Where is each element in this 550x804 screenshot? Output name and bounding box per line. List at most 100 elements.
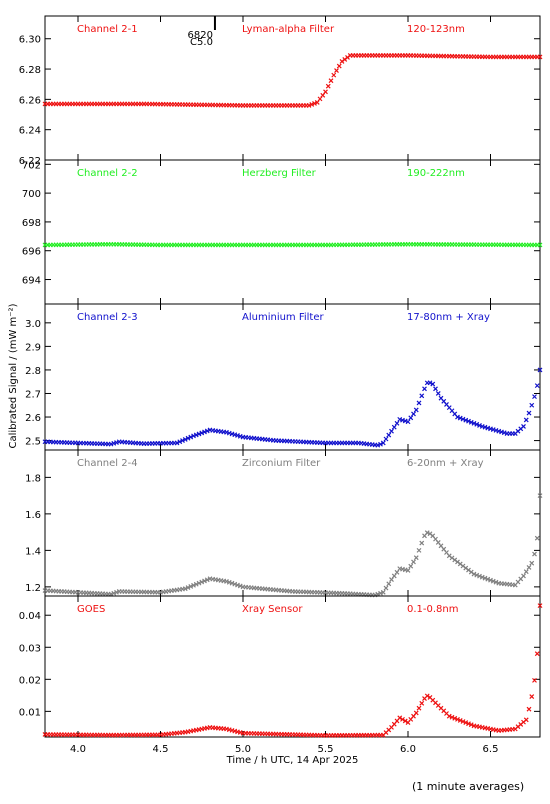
data-point	[380, 589, 386, 595]
panel-label: Channel 2-4	[77, 458, 138, 469]
data-point	[174, 440, 180, 446]
data-point	[185, 435, 191, 441]
data-point	[411, 411, 416, 417]
panel-label: 120-123nm	[407, 24, 465, 35]
data-point	[383, 585, 389, 591]
data-point	[193, 432, 199, 438]
y-axis-title: Calibrated Signal / (mW m⁻²)	[8, 303, 19, 448]
data-point	[471, 420, 477, 426]
y-tick-label: 6.30	[19, 35, 41, 46]
series-markers-1	[42, 52, 543, 108]
panel-label: Channel 2-2	[77, 168, 138, 179]
data-point	[526, 706, 532, 712]
x-tick-label: 5.5	[318, 744, 334, 755]
panel-label: 6-20nm + Xray	[407, 458, 484, 469]
data-point	[521, 424, 526, 429]
data-point	[202, 578, 207, 584]
x-tick-label: 6.0	[400, 744, 416, 755]
data-point	[177, 439, 183, 445]
y-tick-label: 6.24	[19, 126, 41, 137]
data-point	[463, 720, 469, 726]
data-point	[449, 714, 455, 720]
data-point	[196, 580, 202, 586]
data-point	[391, 573, 397, 579]
data-point	[534, 383, 540, 389]
panel-frame-3	[44, 303, 541, 451]
data-point	[468, 722, 474, 728]
data-point	[400, 716, 405, 722]
data-point	[490, 578, 496, 584]
data-point	[402, 718, 408, 724]
data-point	[378, 441, 383, 447]
data-point	[199, 579, 205, 585]
data-point	[380, 440, 386, 446]
data-point	[532, 551, 537, 557]
data-point	[328, 78, 334, 84]
data-point	[482, 575, 488, 581]
panel-label: Zirconium Filter	[242, 458, 321, 469]
data-point	[537, 367, 543, 373]
data-point	[188, 434, 194, 440]
data-point	[460, 416, 466, 422]
data-point	[537, 54, 543, 60]
y-tick-label: 6.26	[19, 95, 41, 106]
data-point	[411, 559, 416, 565]
data-point	[479, 574, 485, 580]
x-tick-label: 5.0	[235, 744, 251, 755]
data-point	[416, 400, 422, 406]
panel-label: Channel 2-1	[77, 24, 138, 35]
data-point	[405, 419, 411, 425]
y-tick-label: 3.0	[25, 319, 41, 330]
panel-label: 190-222nm	[407, 168, 465, 179]
data-point	[413, 710, 419, 716]
data-point	[488, 577, 493, 583]
data-point	[452, 715, 458, 721]
data-point	[529, 402, 535, 408]
data-point	[529, 694, 535, 699]
data-point	[416, 705, 422, 711]
data-point	[391, 424, 397, 430]
data-point	[534, 535, 540, 541]
data-point	[430, 381, 436, 387]
y-tick-label: 698	[22, 218, 41, 229]
data-point	[191, 582, 196, 588]
data-point	[405, 568, 411, 573]
data-point	[529, 560, 535, 566]
x-axis-title: Time / h UTC, 14 Apr 2025	[226, 755, 359, 766]
data-point	[389, 428, 394, 434]
data-point	[477, 573, 482, 579]
y-tick-label: 2.8	[25, 366, 41, 377]
data-point	[537, 603, 543, 609]
event-marker-label: 6820	[187, 30, 212, 41]
data-point	[526, 410, 532, 416]
data-point	[413, 555, 419, 561]
y-tick-label: 700	[22, 189, 41, 200]
y-tick-label: 0.01	[19, 707, 41, 718]
data-point	[466, 418, 471, 424]
data-point	[182, 586, 188, 592]
data-point	[466, 721, 471, 727]
panel-frame-4	[44, 449, 541, 597]
data-point	[435, 391, 441, 396]
data-point	[534, 651, 540, 657]
data-point	[419, 393, 425, 399]
event-marker-class: C5.0	[190, 37, 213, 48]
data-point	[408, 563, 414, 569]
data-point	[386, 581, 392, 587]
data-point	[180, 438, 185, 444]
panel-label: Lyman-alpha Filter	[242, 24, 335, 35]
data-point	[182, 436, 188, 442]
data-point	[375, 442, 381, 448]
data-point	[457, 718, 463, 723]
data-point	[204, 428, 210, 434]
panel-label: Xray Sensor	[242, 604, 303, 615]
data-point	[474, 421, 480, 427]
data-point	[389, 577, 394, 582]
data-point	[309, 101, 315, 107]
series-markers-4	[42, 493, 543, 598]
data-point	[532, 394, 537, 400]
data-point	[336, 63, 342, 69]
data-point	[408, 415, 414, 421]
data-point	[424, 530, 430, 536]
data-point	[471, 571, 477, 577]
